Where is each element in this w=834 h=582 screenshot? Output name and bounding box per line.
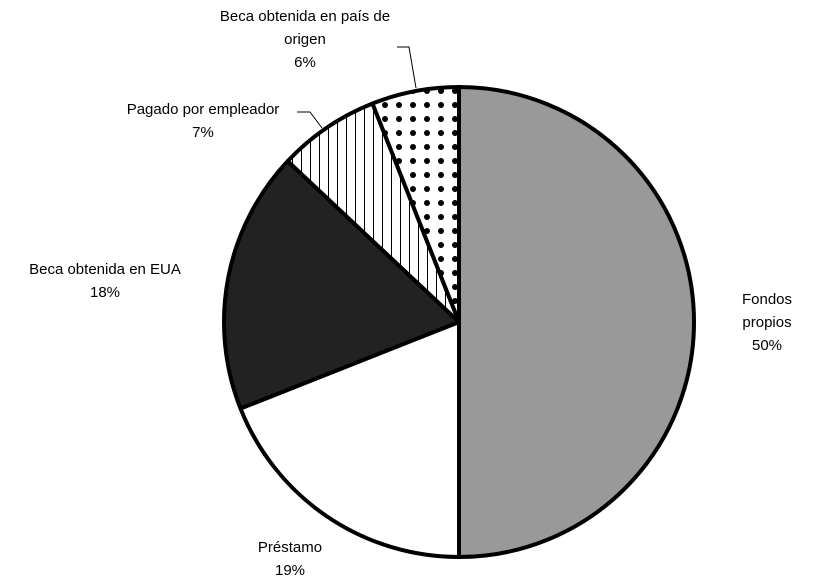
value-label: 6% [294, 54, 316, 71]
value-label: 18% [89, 284, 121, 301]
slice-label: Beca obtenida en EUA 18% [29, 258, 181, 304]
category-label: Beca obtenida en EUA [29, 261, 181, 278]
category-label: Pagado por empleador [126, 101, 280, 118]
value-label: 19% [274, 562, 306, 579]
slice-label: Beca obtenida en país de origen 6% [215, 5, 395, 74]
slice-label: Pagado por empleador 7% [127, 98, 280, 144]
pie-slice [457, 85, 696, 559]
slice-label: Fondos propios 50% [734, 288, 801, 357]
category-label: Beca obtenida en país de origen [219, 8, 391, 48]
slice-label: Préstamo 19% [258, 536, 322, 582]
category-label: Fondos propios [741, 291, 793, 331]
leader-line [297, 111, 323, 129]
value-label: 50% [751, 337, 783, 354]
value-label: 7% [192, 124, 214, 141]
pie-slice [238, 320, 461, 559]
leader-line [397, 46, 417, 89]
pie-slice [370, 85, 461, 324]
pie-slice [222, 159, 461, 411]
category-label: Préstamo [257, 539, 323, 556]
